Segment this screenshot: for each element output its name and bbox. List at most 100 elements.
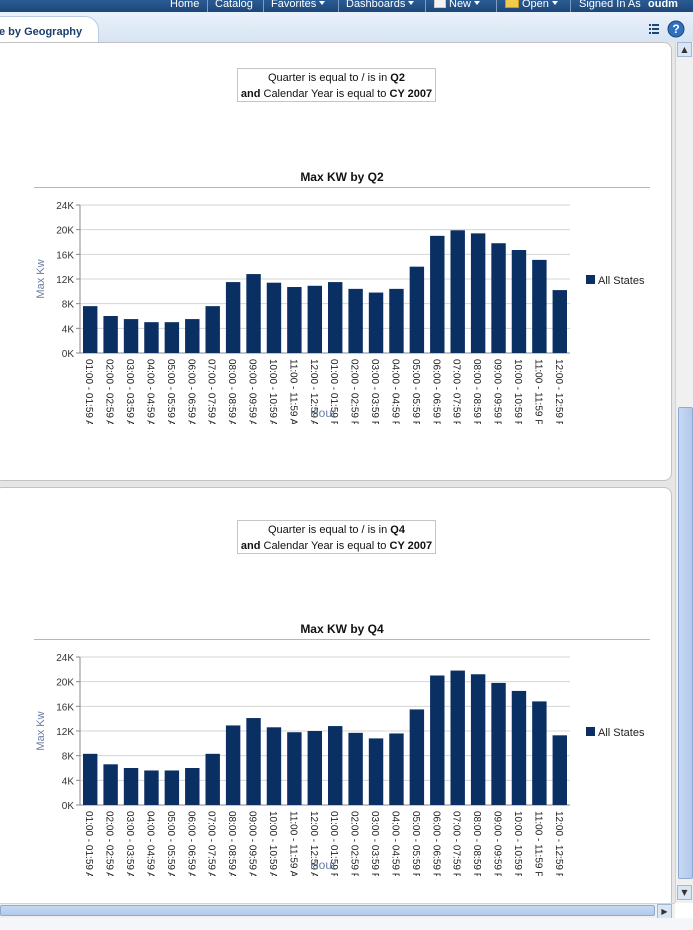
tab-active-page[interactable]: e by Geography [0, 16, 99, 42]
bar [430, 235, 445, 353]
folder-icon [505, 0, 519, 8]
x-tick-label: 07:00 - 07:59 AM [206, 811, 217, 876]
y-tick-label: 4K [62, 324, 75, 335]
x-tick-label: 02:00 - 02:59 AM [104, 811, 115, 876]
x-tick-label: 09:00 - 09:59 AM [247, 359, 258, 424]
chevron-down-icon [408, 1, 415, 5]
nav-home-link[interactable]: Home [170, 0, 200, 10]
y-tick-label: 8K [62, 300, 75, 311]
x-tick-label: 01:00 - 01:59 AM [83, 359, 94, 424]
y-tick-label: 16K [56, 250, 74, 261]
filter-year-text: Calendar Year is equal to [263, 88, 387, 100]
x-tick-label: 06:00 - 06:59 AM [185, 811, 196, 876]
vertical-scrollbar[interactable]: ▲ ▼ [675, 42, 693, 903]
y-tick-label: 8K [62, 752, 75, 763]
bar [368, 738, 384, 805]
scroll-down-button[interactable]: ▼ [677, 885, 692, 900]
bar [511, 250, 527, 353]
x-axis-title: Hour [310, 406, 336, 420]
filter-quarter-value: Q4 [390, 524, 405, 536]
bar [103, 764, 118, 805]
x-tick-label: 10:00 - 10:59 AM [267, 811, 278, 876]
bar [552, 290, 567, 353]
y-tick-label: 0K [62, 349, 75, 360]
y-tick-label: 24K [56, 201, 74, 212]
username-menu[interactable]: oudm [648, 0, 678, 10]
x-tick-label: 02:00 - 02:59 AM [104, 359, 115, 424]
horizontal-scrollbar-thumb[interactable] [0, 905, 655, 916]
legend-swatch [586, 727, 595, 736]
nav-dashboards-menu[interactable]: Dashboards [346, 0, 415, 12]
signed-in-label: Signed In As [579, 0, 641, 10]
legend-swatch [586, 275, 595, 284]
bar [287, 732, 302, 805]
dashboard-content: Quarter is equal to / is in Q2 and Calen… [0, 42, 675, 903]
x-tick-label: 09:00 - 09:59 PM [492, 811, 503, 876]
nav-catalog-link[interactable]: Catalog [215, 0, 253, 10]
x-tick-label: 09:00 - 09:59 PM [492, 359, 503, 424]
max-kw-q2-chart: Max KW by Q2 0K 4K 8K 12K 16K 20K 24K 01:00 - 01… [34, 170, 650, 424]
y-axis-title: Max Kw [35, 711, 47, 750]
bar [389, 733, 404, 805]
scroll-right-button[interactable]: ▶ [657, 904, 672, 919]
nav-favorites-menu[interactable]: Favorites [271, 0, 326, 12]
x-tick-label: 05:00 - 05:59 PM [410, 359, 421, 424]
filter-and-text: and [240, 540, 261, 552]
x-tick-label: 08:00 - 08:59 AM [226, 811, 237, 876]
legend-label: All States [598, 275, 645, 287]
x-tick-label: 12:00 - 12:59 PM [553, 359, 564, 424]
bar [266, 282, 282, 353]
y-tick-label: 12K [56, 275, 74, 286]
filter-summary: Quarter is equal to / is in Q2 and Calen… [237, 68, 436, 102]
bar [552, 735, 567, 805]
x-tick-label: 02:00 - 02:59 PM [349, 359, 360, 424]
nav-open-menu[interactable]: Open [505, 0, 558, 12]
bar [491, 243, 506, 353]
x-tick-label: 03:00 - 03:59 PM [369, 811, 380, 876]
x-tick-label: 12:00 - 12:59 AM [308, 359, 319, 424]
x-tick-label: 05:00 - 05:59 AM [165, 811, 176, 876]
chevron-down-icon [551, 1, 558, 5]
x-tick-label: 03:00 - 03:59 PM [369, 359, 380, 424]
page-options-icon[interactable] [647, 21, 663, 37]
scroll-up-button[interactable]: ▲ [677, 42, 692, 57]
new-document-icon [434, 0, 446, 8]
horizontal-scrollbar[interactable]: ▶ [0, 903, 675, 919]
nav-divider [338, 0, 339, 12]
bar [185, 768, 200, 805]
filter-quarter-text: Quarter is equal to / is in [268, 524, 388, 536]
nav-divider [570, 0, 571, 12]
bar [491, 682, 506, 805]
x-tick-label: 01:00 - 01:59 PM [328, 359, 339, 424]
bar [430, 675, 445, 805]
bar [185, 319, 200, 353]
nav-divider [496, 0, 497, 12]
bar [470, 233, 486, 353]
bar [409, 266, 425, 353]
x-tick-label: 11:00 - 11:59 AM [287, 359, 298, 424]
x-tick-label: 12:00 - 12:59 PM [553, 811, 564, 876]
max-kw-q4-chart: Max KW by Q4 0K 4K 8K 12K 16K 20K 24K 01:00 - 01… [34, 622, 650, 876]
bar [287, 287, 302, 353]
bar [205, 306, 220, 353]
x-tick-label: 07:00 - 07:59 PM [451, 811, 462, 876]
x-tick-label: 04:00 - 04:59 PM [389, 811, 400, 876]
help-icon[interactable]: ? [667, 20, 685, 38]
bar [389, 288, 404, 353]
bar [348, 732, 363, 805]
x-tick-label: 05:00 - 05:59 AM [165, 359, 176, 424]
x-tick-label: 10:00 - 10:59 PM [512, 811, 523, 876]
x-tick-label: 12:00 - 12:59 AM [308, 811, 319, 876]
nav-new-menu[interactable]: New [434, 0, 481, 12]
x-tick-label: 03:00 - 03:59 AM [124, 811, 135, 876]
page-tab-bar: e by Geography ? [0, 12, 693, 43]
bar [368, 292, 384, 353]
bar [328, 282, 343, 353]
x-axis-title: Hour [310, 858, 336, 872]
x-tick-label: 08:00 - 08:59 PM [471, 811, 482, 876]
vertical-scrollbar-thumb[interactable] [678, 407, 693, 879]
x-tick-label: 01:00 - 01:59 AM [83, 811, 94, 876]
bar [307, 285, 322, 353]
legend-label: All States [598, 727, 645, 739]
x-tick-label: 08:00 - 08:59 PM [471, 359, 482, 424]
